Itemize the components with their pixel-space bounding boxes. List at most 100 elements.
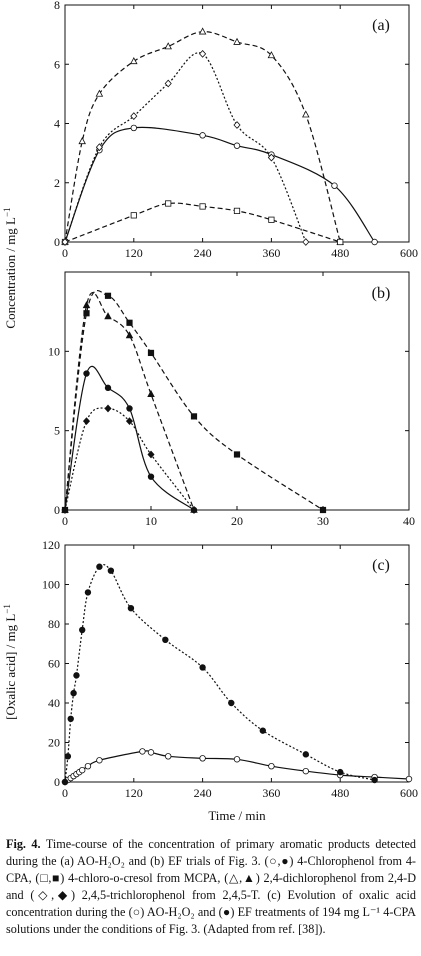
x-tick-label: 600 [400, 246, 418, 260]
caption-figure-number: Fig. 4. [6, 837, 41, 851]
panel-label-a: (a) [372, 17, 390, 34]
data-point-a-open-square [337, 238, 344, 246]
data-point-b-filled-square [83, 310, 90, 317]
data-point-b-filled-triangle [104, 312, 112, 320]
data-point-b-filled-square [190, 413, 198, 420]
data-point-a-open-triangle [95, 89, 104, 97]
panel-label-b: (b) [372, 285, 391, 302]
y-tick-label: 2 [54, 176, 60, 190]
data-point-c-filled-circle [371, 776, 378, 784]
y-tick-label: 0 [54, 775, 60, 789]
data-point-c-filled-circle [96, 563, 103, 570]
data-point-c-filled-circle [302, 751, 309, 758]
data-point-b-filled-triangle [147, 389, 155, 397]
y-tick-label: 8 [54, 0, 60, 12]
data-point-a-open-triangle [267, 51, 276, 59]
data-point-b-filled-circle [104, 384, 112, 392]
y-axis-label-c-text: [Oxalic acid] / mg L [3, 614, 18, 720]
y-tick-label: 60 [48, 657, 60, 671]
data-point-a-open-circle [199, 132, 206, 139]
data-point-c-open-circle [84, 763, 92, 770]
data-point-b-filled-square [126, 319, 133, 326]
data-point-c-filled-circle [127, 605, 135, 612]
data-point-a-open-diamond [233, 121, 241, 129]
x-tick-label: 10 [145, 514, 157, 528]
series-line-b-filled-square [64, 289, 324, 511]
data-point-a-open-square [199, 203, 206, 210]
data-point-c-open-circle [139, 748, 146, 755]
series-line-c-open-circle [64, 750, 410, 783]
data-point-b-filled-diamond [147, 450, 155, 459]
series-line-a-open-circle [64, 126, 376, 243]
x-tick-label: 120 [125, 786, 143, 800]
panel-b: 0 10 20 30 40 0 5 10 [48, 271, 415, 528]
x-tick-label: 480 [331, 246, 349, 260]
data-point-a-open-square [130, 212, 137, 219]
data-point-c-filled-circle [61, 778, 69, 786]
series-line-a-open-triangle [64, 31, 341, 243]
y-axis-label-ab: Concentration / mg L−1 [2, 207, 18, 328]
data-point-c-filled-circle [84, 589, 92, 596]
data-point-a-open-square [268, 216, 275, 223]
panel-a: 0 120 240 360 480 600 0 2 4 6 8 [54, 0, 418, 260]
data-point-b-filled-square [104, 292, 112, 299]
x-tick-label: 360 [262, 786, 280, 800]
y-tick-label: 4 [54, 117, 60, 131]
y-tick-label: 6 [54, 57, 60, 71]
figure-caption: Fig. 4. Time-course of the concentration… [6, 836, 416, 938]
data-point-c-open-circle [78, 766, 86, 774]
data-point-c-filled-circle [64, 753, 72, 760]
panel-label-c: (c) [372, 557, 390, 574]
data-point-b-filled-square [147, 349, 155, 357]
y-tick-label: 5 [54, 424, 60, 438]
data-point-a-open-circle [130, 124, 137, 132]
x-tick-label: 360 [262, 246, 280, 260]
x-tick-label: 240 [194, 246, 212, 260]
data-point-b-filled-circle [147, 473, 155, 480]
y-tick-label: 80 [48, 617, 60, 631]
y-tick-label: 0 [54, 503, 60, 517]
data-point-a-open-triangle [302, 110, 310, 118]
y-tick-label: 0 [54, 235, 60, 249]
data-point-c-filled-circle [67, 715, 74, 722]
data-point-c-open-circle [302, 767, 309, 775]
data-point-b-filled-diamond [104, 404, 112, 413]
data-point-c-filled-circle [78, 626, 86, 634]
data-point-a-open-diamond [61, 238, 69, 246]
data-point-b-filled-triangle [125, 331, 134, 339]
x-tick-label: 40 [403, 514, 415, 528]
y-tick-label: 40 [48, 696, 60, 710]
y-axis-label-c-sup: −1 [2, 604, 12, 614]
data-point-b-filled-square [233, 451, 241, 458]
x-tick-label: 0 [62, 246, 68, 260]
data-point-a-open-square [165, 200, 172, 207]
data-point-c-open-circle [233, 756, 241, 763]
y-tick-label: 120 [42, 538, 60, 552]
data-point-c-open-circle [164, 753, 172, 760]
data-point-c-filled-circle [73, 672, 80, 679]
y-tick-label: 100 [42, 578, 60, 592]
data-point-a-open-diamond [267, 153, 275, 162]
data-point-c-open-circle [96, 757, 103, 764]
x-tick-label: 20 [231, 514, 243, 528]
y-axis-label-ab-sup: −1 [2, 207, 12, 217]
x-axis-label: Time / min [208, 808, 266, 823]
x-tick-label: 600 [400, 786, 418, 800]
data-point-b-filled-circle [83, 370, 90, 377]
data-point-c-open-circle [147, 749, 155, 756]
data-point-c-filled-circle [107, 567, 115, 574]
data-point-c-filled-circle [162, 636, 169, 643]
data-point-c-open-circle [268, 763, 275, 770]
x-tick-label: 0 [62, 786, 68, 800]
data-point-b-filled-square [319, 506, 327, 514]
data-point-b-filled-diamond [61, 506, 69, 514]
data-point-b-filled-diamond [125, 417, 134, 426]
data-point-a-open-diamond [95, 143, 103, 152]
data-point-a-open-triangle [164, 42, 172, 50]
data-point-b-filled-diamond [190, 506, 198, 514]
x-tick-label: 480 [331, 786, 349, 800]
data-point-c-filled-circle [259, 727, 266, 734]
series-line-c-filled-circle [64, 563, 375, 783]
panel-c: 0 120 240 360 480 600 0 20 40 60 80 100 120 [42, 538, 418, 800]
